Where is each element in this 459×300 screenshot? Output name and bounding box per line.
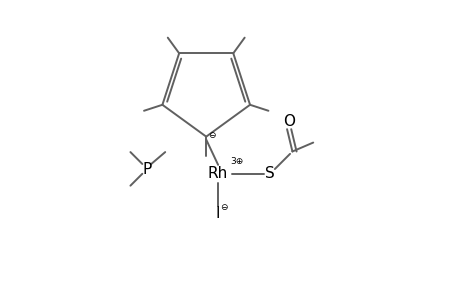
Text: Rh: Rh <box>207 166 228 181</box>
Text: I: I <box>215 206 220 221</box>
Text: P: P <box>142 162 151 177</box>
Text: S: S <box>265 166 274 181</box>
Text: 3⊕: 3⊕ <box>230 157 243 166</box>
Text: ⊖: ⊖ <box>220 203 227 212</box>
Text: ⊖: ⊖ <box>207 130 215 140</box>
Text: O: O <box>283 114 295 129</box>
